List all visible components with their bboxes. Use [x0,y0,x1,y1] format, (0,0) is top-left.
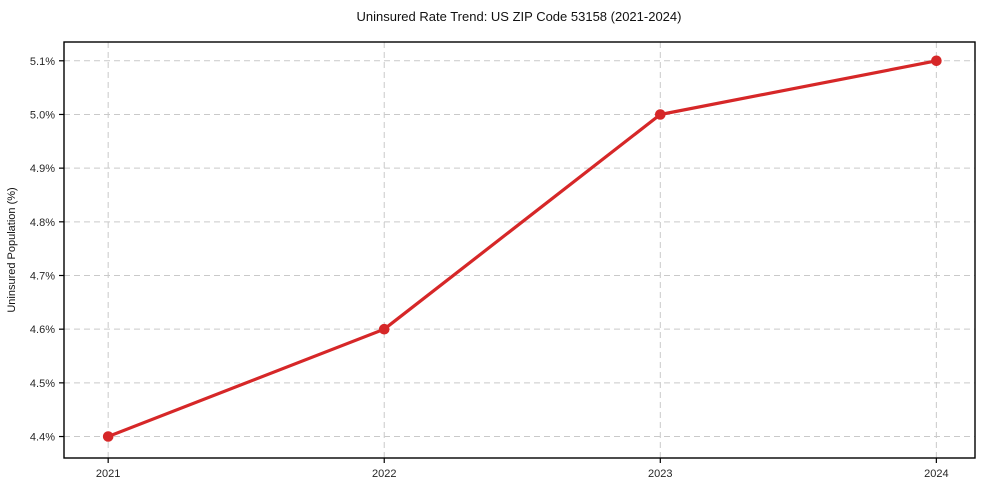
y-tick-label: 4.4% [30,432,55,444]
y-axis-label: Uninsured Population (%) [6,187,18,312]
y-tick-label: 5.0% [30,109,55,121]
x-tick-label: 2022 [372,468,396,480]
plot-border [63,41,976,459]
x-tick-label: 2021 [96,468,120,480]
y-tick-label: 4.5% [30,378,55,390]
data-point [931,55,942,67]
data-point [655,109,666,120]
y-tick-label: 5.1% [30,56,55,68]
data-point [102,431,114,442]
trend-line [106,59,938,439]
y-tick-label: 4.7% [30,270,55,282]
y-tick-label: 4.9% [30,163,55,175]
x-tick-label: 2023 [648,468,672,480]
y-tick-label: 4.6% [30,324,55,336]
label-layer: 2021 2022 2023 2024 4.4% 4.5% 4.6% 4.7% 4.8% 4.9%… [30,56,949,480]
data-point [378,323,390,335]
y-tick-label: 4.8% [30,217,55,229]
frame-layer [59,41,976,463]
chart-title: Uninsured Rate Trend: US ZIP Code 53158 … [357,9,682,24]
grid-layer [64,42,975,458]
x-tick-label: 2024 [924,468,948,480]
series-layer [102,55,942,442]
